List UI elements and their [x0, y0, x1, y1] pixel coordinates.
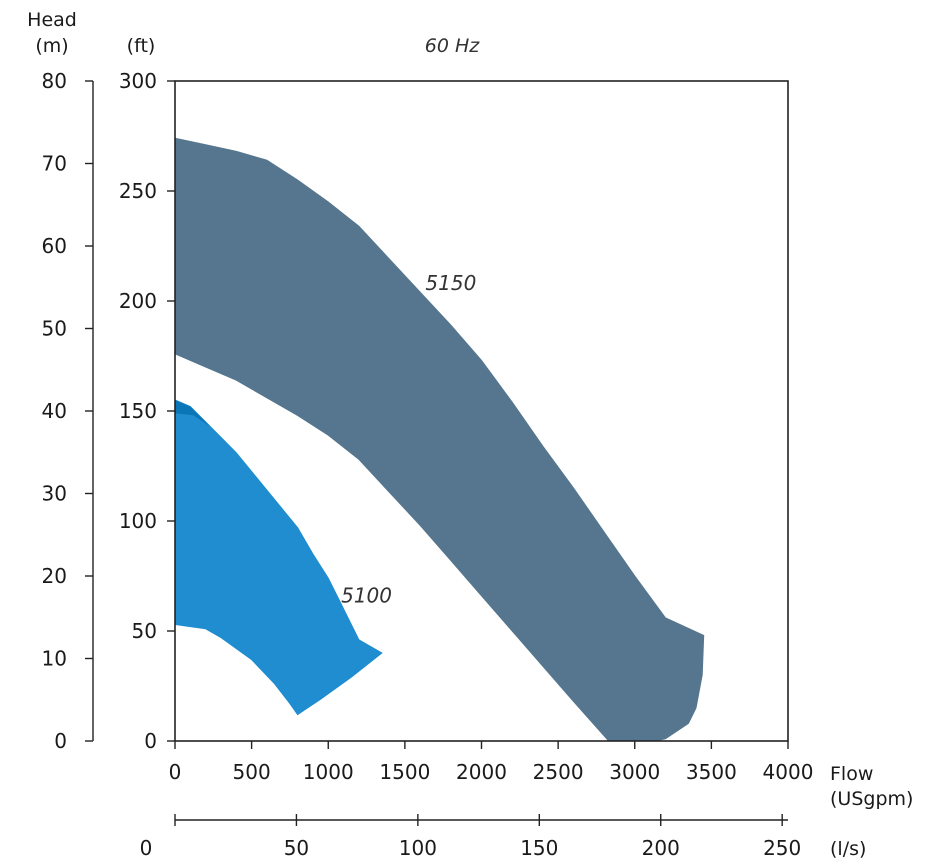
chart-title: 60 Hz [425, 35, 481, 57]
curve-label-5100: 5100 [341, 583, 392, 607]
y-tick-label-ft: 250 [119, 179, 157, 203]
y-tick-label-ft: 100 [119, 509, 157, 533]
x-tick-label-usgpm: 500 [233, 760, 271, 784]
y-tick-label-ft: 0 [144, 729, 157, 753]
x-axis-label-flow: Flow [830, 763, 873, 785]
series-area-5100 [174, 399, 383, 716]
y-tick-label-ft: 50 [132, 619, 157, 643]
x-tick-label-usgpm: 0 [169, 760, 182, 784]
series-area-5150 [174, 137, 705, 742]
x-tick-label-ls: 50 [284, 836, 309, 860]
x-tick-label-ls: 250 [763, 836, 801, 860]
axes-layer [85, 80, 789, 826]
y-tick-label-m: 10 [42, 647, 67, 671]
x-tick-label-usgpm: 2500 [533, 760, 584, 784]
y-tick-label-m: 0 [54, 729, 67, 753]
y-tick-label-m: 20 [42, 564, 67, 588]
series-overlap-5100 [175, 400, 211, 427]
x-tick-label-ls: 150 [520, 836, 558, 860]
y-tick-label-m: 60 [42, 234, 67, 258]
x-tick-label-usgpm: 2000 [456, 760, 507, 784]
y-tick-label-m: 50 [42, 317, 67, 341]
curve-layer [174, 137, 705, 742]
text-layer: Head (m) (ft) 60 Hz Flow (USgpm) (l/s) 0… [27, 9, 913, 860]
x-tick-label-usgpm: 4000 [763, 760, 814, 784]
x-tick-label-usgpm: 1500 [379, 760, 430, 784]
y-tick-label-m: 40 [42, 399, 67, 423]
x-axis-unit-ls: (l/s) [830, 838, 866, 860]
y-tick-label-m: 30 [42, 482, 67, 506]
y-axis-unit-ft: (ft) [127, 35, 156, 57]
y-axis-label-head: Head [27, 9, 77, 31]
curve-label-5150: 5150 [425, 271, 476, 295]
x-tick-label-usgpm: 3500 [686, 760, 737, 784]
x-tick-label-usgpm: 1000 [303, 760, 354, 784]
y-tick-label-m: 80 [42, 69, 67, 93]
y-tick-label-ft: 150 [119, 399, 157, 423]
x-tick-label-ls: 0 [140, 836, 153, 860]
x-tick-label-ls: 200 [642, 836, 680, 860]
y-tick-label-m: 70 [42, 152, 67, 176]
y-tick-label-ft: 200 [119, 289, 157, 313]
y-tick-label-ft: 300 [119, 69, 157, 93]
x-tick-label-usgpm: 3000 [609, 760, 660, 784]
x-axis-unit-usgpm: (USgpm) [830, 788, 913, 810]
y-axis-unit-m: (m) [35, 35, 68, 57]
x-tick-label-ls: 100 [399, 836, 437, 860]
